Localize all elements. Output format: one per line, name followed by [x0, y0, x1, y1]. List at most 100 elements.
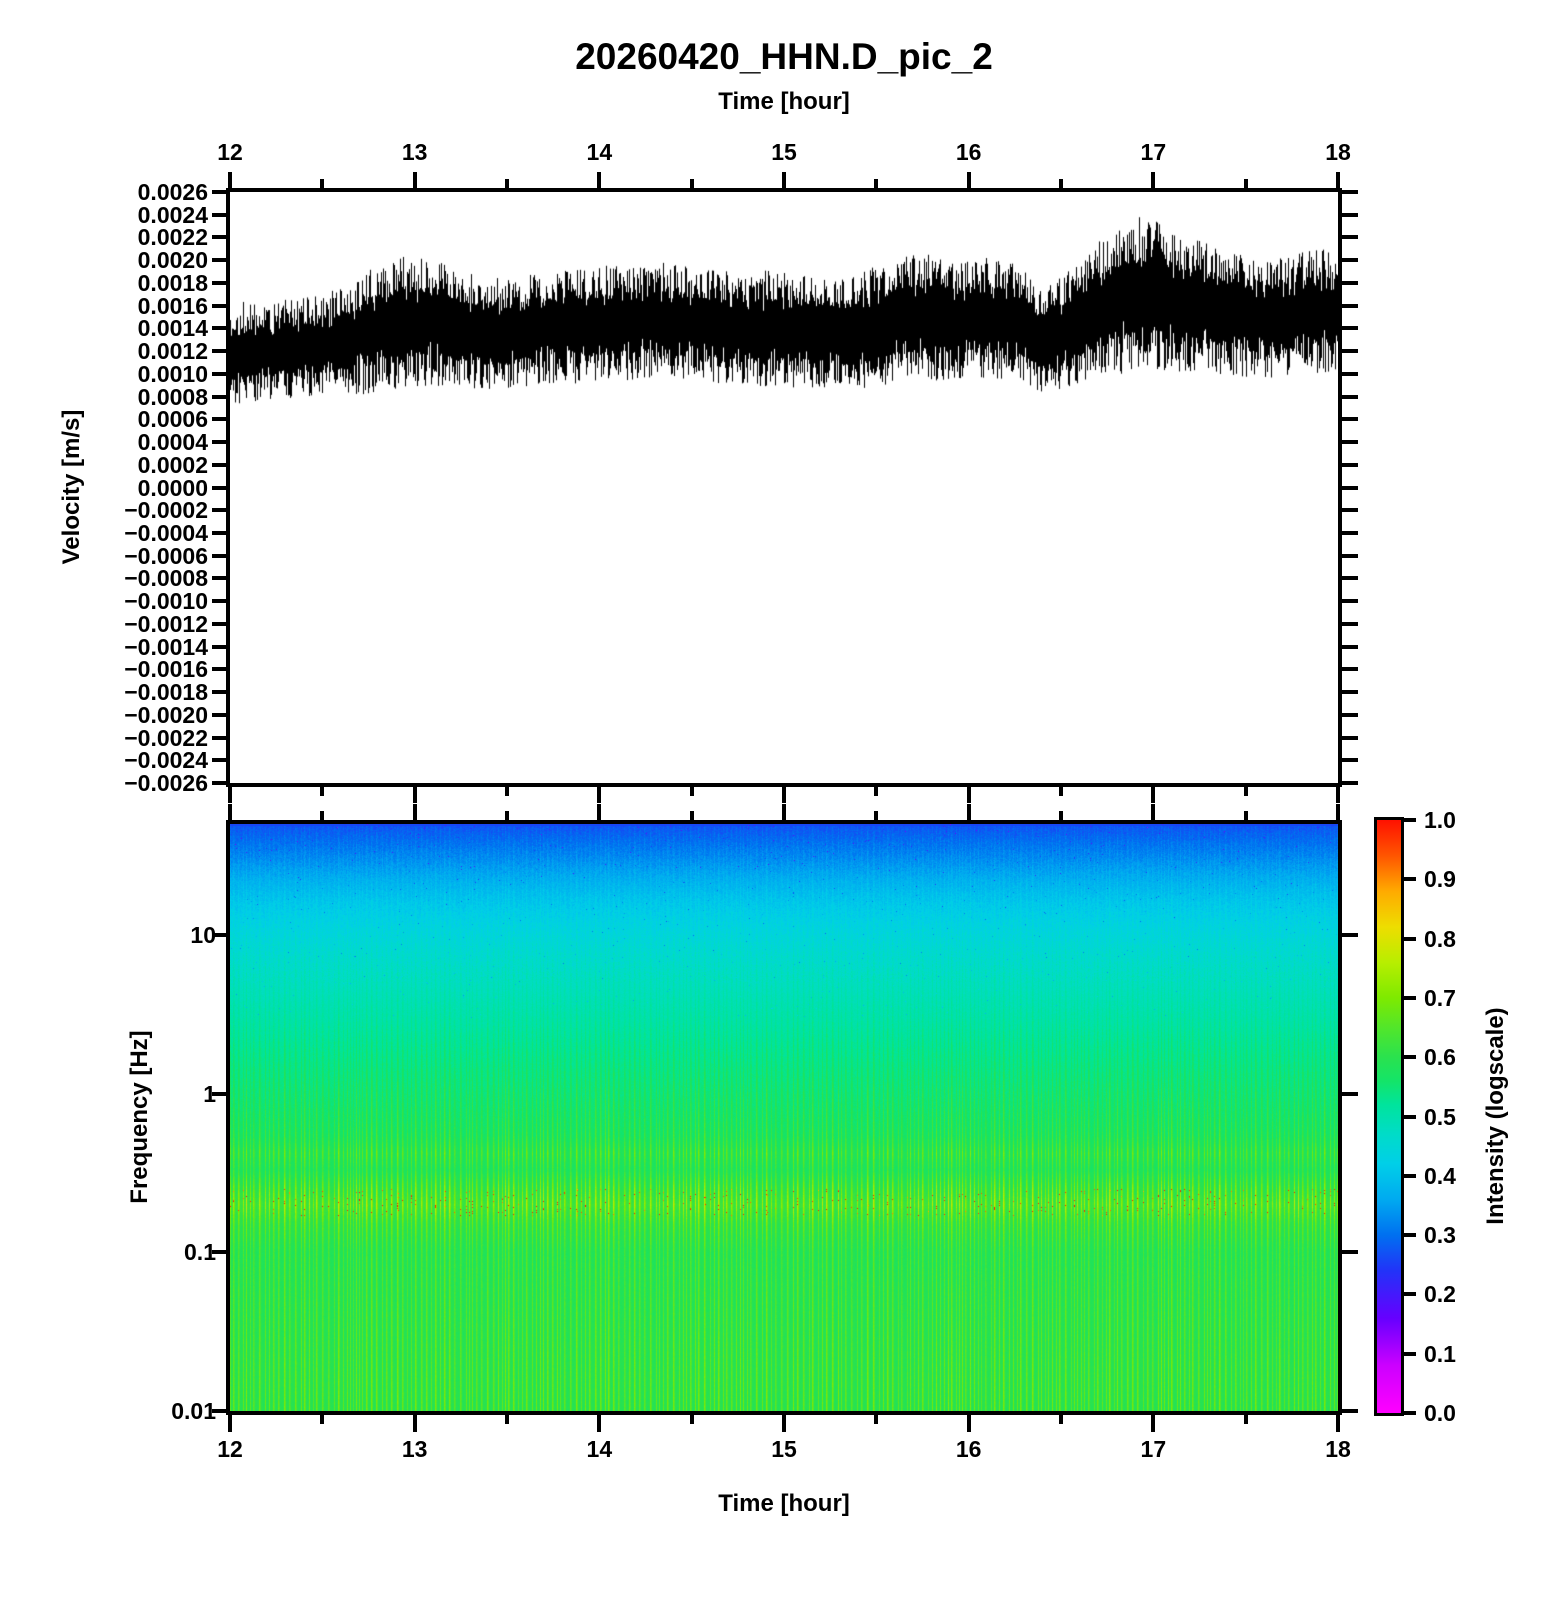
wave-top-minor-tick: [505, 179, 509, 188]
bottom-x-tick-label: 15: [771, 1436, 797, 1462]
frequency-right-tick: [1342, 933, 1358, 938]
bottom-x-tick-label: 12: [217, 1436, 243, 1462]
spec-bottom-minor-tick: [1243, 1415, 1248, 1424]
wave-top-major-tick: [228, 172, 232, 188]
spec-bottom-major-tick: [228, 1415, 232, 1432]
wave-bottom-major-tick: [412, 787, 417, 803]
velocity-right-tick: [1342, 190, 1358, 194]
velocity-right-tick: [1342, 371, 1358, 376]
colorbar-tick-label: 1.0: [1424, 807, 1456, 833]
frequency-right-tick: [1342, 1091, 1358, 1096]
velocity-tick-label: −0.0002: [124, 497, 208, 524]
frequency-left-tick: [212, 933, 228, 938]
wave-bottom-major-tick: [1151, 787, 1156, 803]
velocity-tick-label: −0.0022: [124, 724, 208, 751]
spec-bottom-major-tick: [966, 1415, 971, 1432]
wave-bottom-minor-tick: [1243, 787, 1248, 796]
spec-top-major-tick: [597, 804, 602, 820]
wave-top-minor-tick: [689, 179, 694, 188]
wave-top-major-tick: [597, 172, 602, 188]
velocity-tick-label: 0.0010: [137, 360, 208, 387]
spec-top-minor-tick: [1059, 811, 1063, 820]
frequency-tick-label: 10: [190, 922, 216, 949]
velocity-right-tick: [1342, 508, 1358, 513]
wave-bottom-major-tick: [966, 787, 971, 803]
velocity-tick-label: −0.0010: [124, 588, 208, 615]
frequency-right-tick: [1342, 1409, 1358, 1413]
velocity-tick-label: 0.0000: [137, 474, 208, 501]
colorbar-tick: [1404, 1233, 1416, 1238]
colorbar-tick-label: 0.9: [1424, 866, 1456, 893]
velocity-tick-label: 0.0022: [137, 224, 208, 251]
velocity-right-tick: [1342, 212, 1358, 217]
spec-bottom-major-tick: [1151, 1415, 1156, 1432]
wave-bottom-minor-tick: [505, 787, 509, 796]
frequency-tick-label: 0.1: [184, 1239, 216, 1266]
velocity-left-tick: [212, 371, 228, 376]
velocity-right-tick: [1342, 417, 1358, 422]
wave-bottom-minor-tick: [874, 787, 879, 796]
velocity-tick-label: −0.0018: [124, 679, 208, 706]
velocity-left-tick: [212, 553, 228, 558]
wave-top-minor-tick: [1243, 179, 1248, 188]
frequency-right-tick: [1342, 1250, 1358, 1255]
velocity-left-tick: [212, 758, 228, 763]
wave-bottom-major-tick: [782, 787, 786, 803]
wave-bottom-minor-tick: [689, 787, 694, 796]
colorbar-tick: [1404, 1411, 1416, 1415]
spec-bottom-minor-tick: [874, 1415, 879, 1424]
waveform-plot-area: [226, 188, 1342, 787]
spec-top-major-tick: [1336, 804, 1340, 820]
colorbar-tick-label: 0.8: [1424, 925, 1456, 952]
spec-bottom-major-tick: [597, 1415, 602, 1432]
waveform-canvas: [230, 192, 1338, 783]
bottom-xaxis-label: Time [hour]: [718, 1490, 850, 1517]
frequency-left-tick: [212, 1409, 228, 1413]
wave-bottom-minor-tick: [1059, 787, 1063, 796]
velocity-tick-label: 0.0020: [137, 247, 208, 274]
velocity-right-tick: [1342, 394, 1358, 399]
velocity-left-tick: [212, 530, 228, 535]
spec-bottom-major-tick: [782, 1415, 786, 1432]
colorbar-axis-label: Intensity (logscale): [1482, 1007, 1509, 1225]
velocity-right-tick: [1342, 440, 1358, 445]
velocity-right-tick: [1342, 462, 1358, 467]
spec-top-minor-tick: [1243, 811, 1248, 820]
wave-top-minor-tick: [1059, 179, 1063, 188]
velocity-right-tick: [1342, 258, 1358, 263]
velocity-left-tick: [212, 667, 228, 672]
top-xaxis-label: Time [hour]: [718, 88, 850, 115]
velocity-right-tick: [1342, 235, 1358, 240]
wave-top-major-tick: [412, 172, 417, 188]
spec-top-minor-tick: [874, 811, 879, 820]
spec-bottom-minor-tick: [689, 1415, 694, 1424]
spec-top-minor-tick: [505, 811, 509, 820]
velocity-tick-label: −0.0026: [124, 770, 208, 796]
colorbar-tick-label: 0.6: [1424, 1044, 1456, 1071]
frequency-tick-label: 1: [203, 1080, 216, 1107]
colorbar-tick: [1404, 818, 1416, 822]
velocity-left-tick: [212, 190, 228, 194]
velocity-right-tick: [1342, 485, 1358, 490]
velocity-right-tick: [1342, 712, 1358, 717]
velocity-right-tick: [1342, 735, 1358, 740]
velocity-tick-label: −0.0008: [124, 565, 208, 592]
colorbar-tick-label: 0.2: [1424, 1281, 1456, 1308]
colorbar-tick-label: 0.1: [1424, 1340, 1456, 1367]
velocity-tick-label: −0.0016: [124, 656, 208, 683]
velocity-right-tick: [1342, 326, 1358, 331]
wave-bottom-major-tick: [597, 787, 602, 803]
velocity-tick-label: −0.0006: [124, 542, 208, 569]
top-x-tick-label: 16: [955, 139, 982, 165]
velocity-tick-label: 0.0026: [137, 179, 208, 205]
velocity-right-tick: [1342, 576, 1358, 581]
wave-bottom-major-tick: [228, 787, 232, 803]
colorbar-tick-label: 0.4: [1424, 1162, 1456, 1189]
velocity-right-tick: [1342, 621, 1358, 626]
velocity-left-tick: [212, 394, 228, 399]
intensity-colorbar: [1374, 817, 1404, 1416]
spec-top-minor-tick: [689, 811, 694, 820]
velocity-right-tick: [1342, 349, 1358, 354]
velocity-left-tick: [212, 349, 228, 354]
velocity-tick-label: −0.0014: [124, 633, 208, 660]
